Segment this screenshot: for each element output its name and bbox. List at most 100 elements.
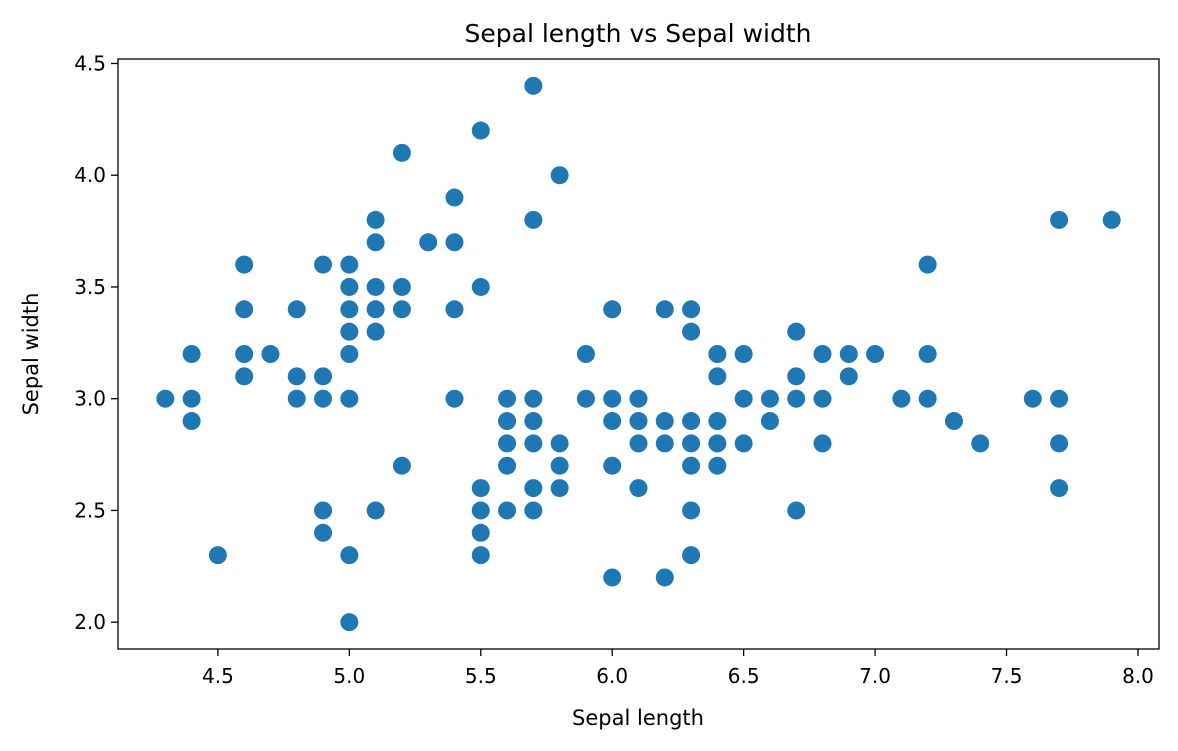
y-tick-label: 3.0 [74,387,106,411]
scatter-point [208,546,227,565]
scatter-point [1050,210,1069,229]
y-axis-ticks: 2.0 2.5 3.0 3.5 4.0 4.5 [74,51,118,634]
scatter-point [1102,210,1121,229]
scatter-point [235,300,254,319]
scatter-point [471,523,490,542]
scatter-point [1050,479,1069,498]
scatter-point [340,322,359,341]
scatter-point [314,255,333,274]
scatter-point [550,479,569,498]
scatter-point [734,434,753,453]
scatter-point [708,367,727,386]
scatter-point [1050,389,1069,408]
scatter-point [629,412,648,431]
scatter-point [235,255,254,274]
scatter-point [498,456,517,475]
scatter-point [839,367,858,386]
scatter-point [524,389,543,408]
scatter-point [655,412,674,431]
scatter-point [471,546,490,565]
scatter-point [182,412,201,431]
scatter-point [682,322,701,341]
y-tick-label: 3.5 [74,275,106,299]
scatter-point [471,501,490,520]
scatter-point [629,434,648,453]
scatter-point [1023,389,1042,408]
scatter-point [734,345,753,363]
scatter-point [445,233,464,252]
scatter-point [340,389,359,408]
scatter-point [524,501,543,520]
scatter-point [813,345,832,363]
scatter-point [944,412,963,431]
scatter-point [366,501,385,520]
x-tick-label: 7.0 [859,664,891,688]
x-tick-label: 5.5 [465,664,497,688]
scatter-point [287,300,306,319]
scatter-point [760,412,779,431]
scatter-point [445,389,464,408]
scatter-point [366,277,385,296]
scatter-point [629,389,648,408]
scatter-point [550,456,569,475]
scatter-point [655,300,674,319]
scatter-point [261,345,280,363]
scatter-point [340,546,359,565]
scatter-point [787,501,806,520]
scatter-point [813,389,832,408]
scatter-point [708,456,727,475]
scatter-point [603,456,622,475]
data-points [156,76,1121,632]
scatter-point [471,121,490,140]
scatter-point [629,479,648,498]
scatter-point [524,210,543,229]
scatter-point [524,434,543,453]
scatter-point [655,568,674,587]
scatter-point [787,389,806,408]
scatter-point [340,345,359,363]
scatter-point [498,434,517,453]
x-axis-label: Sepal length [572,706,704,730]
scatter-point [550,166,569,185]
scatter-point [682,456,701,475]
scatter-point [787,322,806,341]
scatter-point [445,300,464,319]
x-tick-label: 6.5 [728,664,760,688]
x-tick-label: 6.0 [596,664,628,688]
scatter-point [471,479,490,498]
scatter-point [235,367,254,386]
scatter-point [366,300,385,319]
scatter-point [603,389,622,408]
x-tick-label: 5.0 [333,664,365,688]
y-tick-label: 4.0 [74,163,106,187]
scatter-point [655,434,674,453]
scatter-point [471,277,490,296]
scatter-point [603,412,622,431]
scatter-point [182,345,201,363]
scatter-point [524,76,543,95]
scatter-point [314,389,333,408]
scatter-point [1050,434,1069,453]
scatter-point [682,546,701,565]
x-tick-label: 8.0 [1122,664,1154,688]
y-axis-label: Sepal width [19,293,43,416]
scatter-point [787,367,806,386]
scatter-point [971,434,990,453]
scatter-point [498,412,517,431]
scatter-point [918,255,937,274]
scatter-point [682,434,701,453]
chart-title: Sepal length vs Sepal width [465,19,812,48]
x-tick-label: 4.5 [202,664,234,688]
scatter-point [182,389,201,408]
scatter-point [445,188,464,207]
scatter-point [682,300,701,319]
scatter-point [235,345,254,363]
scatter-point [813,434,832,453]
scatter-point [682,412,701,431]
scatter-point [760,389,779,408]
scatter-point [287,367,306,386]
scatter-point [366,210,385,229]
scatter-point [734,389,753,408]
scatter-point [314,523,333,542]
scatter-point [156,389,175,408]
